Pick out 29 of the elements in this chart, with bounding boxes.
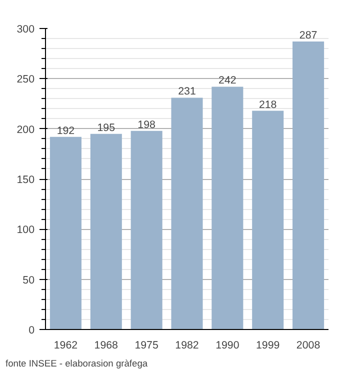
- y-tick-label: 50: [22, 274, 35, 286]
- bar: [252, 110, 284, 330]
- data-label: 218: [258, 98, 277, 111]
- data-label: 198: [138, 118, 156, 131]
- y-tick-label: 300: [16, 24, 35, 36]
- x-tick-label: 1982: [175, 340, 199, 352]
- x-tick-label: 1962: [54, 340, 78, 352]
- x-tick-label: 1968: [94, 340, 118, 352]
- data-label: 231: [178, 86, 196, 98]
- x-tick-label: 1990: [216, 340, 240, 352]
- bar: [171, 98, 203, 330]
- x-tick-label: 1975: [134, 340, 158, 352]
- source-note: fonte INSEE - elaborasion gràfega: [6, 358, 148, 368]
- y-tick-label: 250: [16, 74, 35, 86]
- y-tick-label: 200: [16, 124, 35, 136]
- y-tick-label: 0: [28, 324, 35, 336]
- bar: [50, 136, 82, 330]
- bar: [212, 86, 244, 330]
- bar: [130, 130, 162, 330]
- data-label: 195: [97, 122, 116, 134]
- bar: [292, 42, 324, 330]
- data-label: 287: [299, 30, 318, 42]
- bar: [90, 134, 122, 330]
- data-label: 192: [56, 124, 75, 137]
- data-label: 242: [218, 74, 236, 87]
- x-tick-label: 1999: [256, 340, 280, 352]
- y-tick-label: 100: [16, 224, 35, 236]
- y-tick-label: 150: [16, 174, 35, 186]
- x-tick-label: 2008: [296, 340, 320, 352]
